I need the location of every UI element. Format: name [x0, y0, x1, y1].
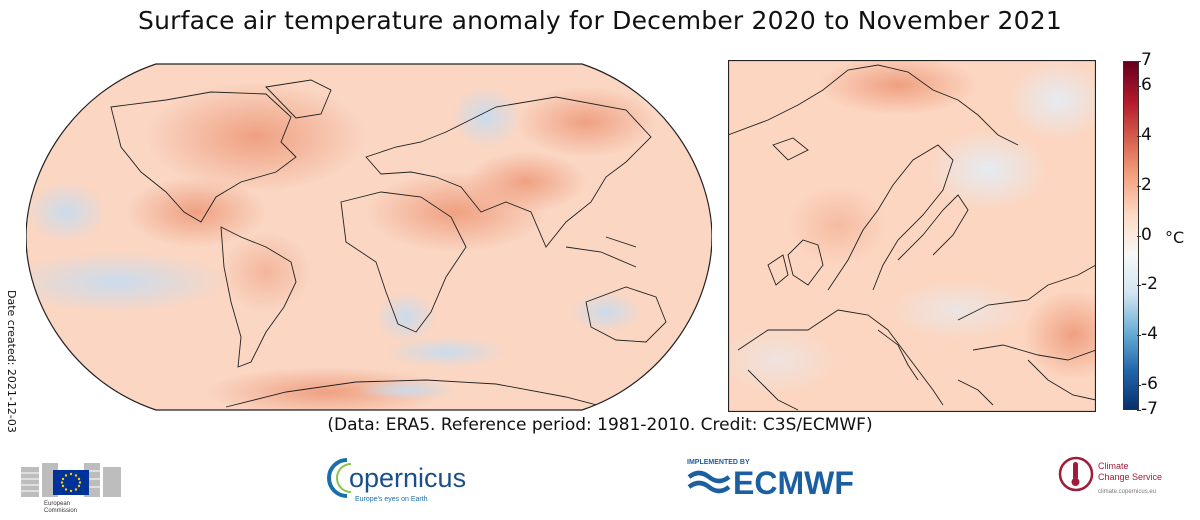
world-coastlines	[110, 79, 667, 410]
colorbar-tick-label: -4	[1141, 324, 1158, 345]
cool-anomaly-australia	[571, 292, 641, 332]
cool-anomaly-southern-ocean	[386, 337, 506, 367]
colorbar-tick-mark	[1137, 61, 1141, 62]
colorbar-tick-label: -2	[1141, 274, 1158, 295]
colorbar-unit-label: °C	[1165, 228, 1185, 247]
europe-anomaly-map	[728, 60, 1096, 412]
colorbar-tick-mark	[1137, 135, 1141, 137]
cool-anomaly-central-europe	[888, 280, 1028, 340]
copernicus-c-icon	[327, 458, 348, 498]
world-anomaly-map	[26, 63, 712, 411]
cool-anomaly-scandinavia-east	[928, 130, 1048, 210]
warm-anomaly-north-america	[146, 82, 366, 192]
colorbar-tick-label: 6	[1141, 74, 1152, 95]
copernicus-logo-name: opernicus	[349, 463, 466, 493]
colorbar-tick-mark	[1137, 185, 1141, 187]
colorbar-tick-mark	[1137, 85, 1141, 87]
colorbar-tick-mark	[1137, 235, 1141, 237]
warm-anomaly-north-sea	[788, 185, 888, 265]
date-created-label: Date created: 2021-12-03	[5, 290, 18, 433]
c3s-logo-line1: Climate	[1098, 461, 1129, 471]
cool-anomaly-east-antarctica	[356, 380, 456, 400]
c3s-logo-line3: climate.copernicus.eu	[1098, 489, 1156, 495]
map-title: Surface air temperature anomaly for Dece…	[138, 6, 1062, 35]
copernicus-logo: opernicus Europe's eyes on Earth	[327, 458, 466, 503]
c3s-logo-line2: Change Service	[1098, 472, 1162, 482]
warm-anomaly-black-sea	[1023, 290, 1096, 380]
warm-anomaly-south-america	[221, 232, 311, 312]
warm-anomaly-antarctica	[206, 367, 446, 410]
europe-map-frame	[728, 60, 1096, 412]
ec-logo-line2: Commission	[44, 508, 77, 514]
colorbar-tick-label: 2	[1141, 174, 1152, 195]
cool-anomaly-north-pacific	[26, 182, 106, 242]
cool-anomaly-pacific	[26, 252, 226, 312]
colorbar-tick-mark	[1137, 335, 1141, 337]
ecmwf-logo: IMPLEMENTED BY ECMWF	[687, 459, 854, 501]
colorbar-tick-label: 4	[1141, 124, 1152, 145]
warm-anomaly-arctic	[818, 60, 978, 115]
colorbar-tick-label: 7	[1141, 50, 1152, 70]
warm-anomaly-central-asia	[466, 152, 586, 212]
colorbar-tick-mark	[1137, 410, 1141, 411]
warm-anomaly-usa	[126, 177, 266, 247]
colorbar-tick-label: -7	[1141, 399, 1158, 419]
cool-anomaly-barents	[1008, 60, 1096, 140]
europe-coastlines	[728, 64, 1096, 411]
european-commission-logo: European Commission	[21, 463, 121, 514]
world-map-frame	[26, 63, 712, 411]
warm-anomaly-siberia	[516, 87, 656, 157]
colorbar-tick-mark	[1137, 285, 1141, 287]
data-credit: (Data: ERA5. Reference period: 1981-2010…	[327, 415, 873, 435]
ec-logo-line1: European	[44, 501, 70, 507]
cool-anomaly-scandinavia	[451, 87, 521, 147]
ecmwf-waves-icon	[687, 470, 731, 494]
copernicus-logo-tagline: Europe's eyes on Earth	[355, 496, 428, 503]
ecmwf-implemented-by: IMPLEMENTED BY	[687, 459, 750, 466]
colorbar-tick-mark	[1137, 385, 1141, 387]
colorbar-tick-label: 0	[1141, 224, 1152, 245]
c3s-thermometer-icon	[1058, 456, 1094, 492]
c3s-logo: Climate Change Service climate.copernicu…	[1058, 456, 1162, 495]
ecmwf-logo-name: ECMWF	[733, 465, 854, 501]
colorbar-tick-label: -6	[1141, 374, 1158, 395]
